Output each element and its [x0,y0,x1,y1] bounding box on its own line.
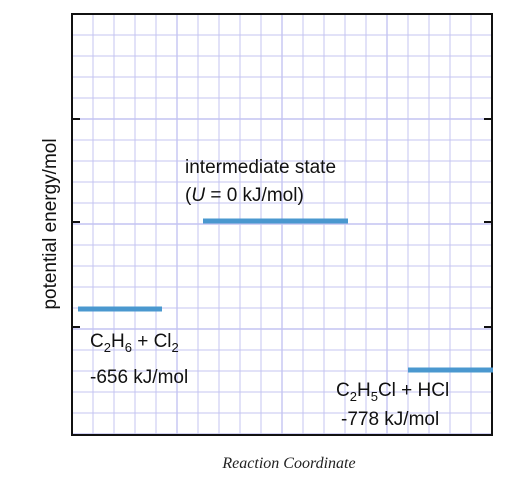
formula-text: H [111,331,125,352]
formula-text: H [357,380,371,401]
x-axis-label: Reaction Coordinate [221,455,355,472]
formula-subscript: 2 [172,340,179,355]
formula-subscript: 5 [371,389,378,404]
intermediate-energy-label: (U = 0 kJ/mol) [185,185,304,206]
formula-subscript: 2 [350,389,357,404]
products-energy-label: -778 kJ/mol [341,409,439,430]
y-axis-label: potential energy/mol [40,138,61,309]
energy-symbol: U [191,185,205,206]
intermediate-title: intermediate state [185,157,336,178]
axis-ticks [72,118,492,328]
products-formula: C2H5Cl + HCl [336,380,449,404]
plot-frame [71,13,493,436]
reactants-energy-label: -656 kJ/mol [90,367,188,388]
reactants-formula: C2H6 + Cl2 [90,331,179,355]
formula-subscript: 2 [104,340,111,355]
formula-subscript: 6 [125,340,132,355]
formula-text: + Cl [132,331,172,352]
formula-text: C [336,380,350,401]
energy-text: ( [185,185,192,206]
energy-text: = 0 kJ/mol) [205,185,304,206]
formula-text: C [90,331,104,352]
formula-text: Cl + HCl [378,380,449,401]
